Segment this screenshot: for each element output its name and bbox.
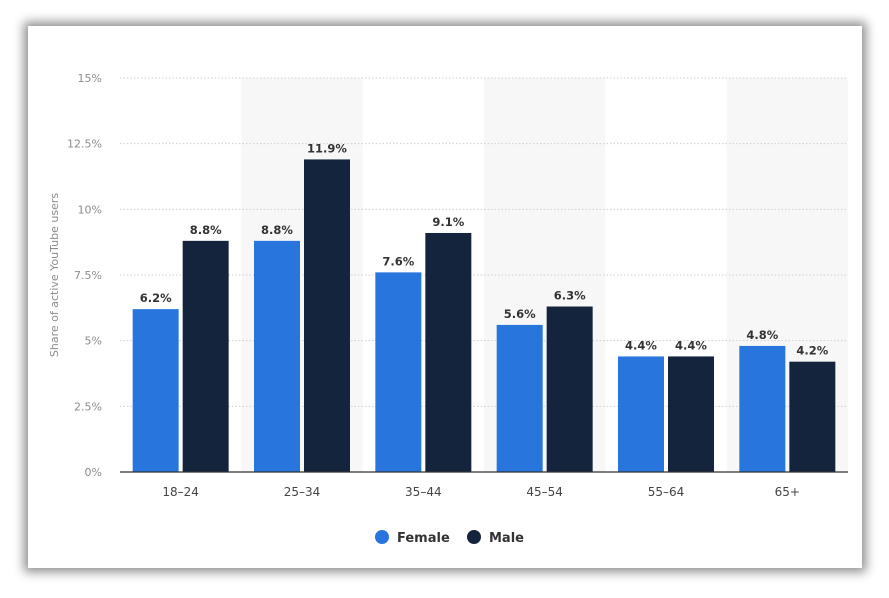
value-label: 11.9% (307, 141, 347, 155)
bar-male-65+[interactable] (789, 361, 836, 472)
y-tick-label: 10% (78, 203, 102, 216)
y-tick-label: 5% (85, 335, 102, 348)
bar-male-45-54[interactable] (546, 306, 593, 472)
y-tick-labels: 0% 2.5% 5% 7.5% 10% 12.5% 15% (67, 72, 102, 479)
x-tick-label: 45–54 (526, 485, 563, 499)
y-tick-label: 2.5% (74, 400, 102, 413)
legend-item-male[interactable]: Male (467, 530, 524, 546)
bar-female-25-34[interactable] (254, 240, 300, 472)
bar-male-55-64[interactable] (668, 356, 714, 472)
legend-marker (467, 530, 481, 544)
legend-item-female[interactable]: Female (375, 530, 450, 546)
y-tick-label: 0% (85, 466, 102, 479)
value-label: 9.1% (432, 215, 464, 229)
x-tick-label: 25–34 (284, 485, 321, 499)
y-axis-title: Share of active YouTube users (48, 193, 61, 357)
legend: Female Male (375, 530, 524, 546)
x-tick-label: 55–64 (648, 485, 685, 499)
value-labels: 6.2% 8.8% 8.8% 11.9% 7.6% 9.1% 5.6% 6.3% 4.4% 4.4… (140, 141, 829, 357)
x-tick-labels: 18–24 25–34 35–44 45–54 55–64 65+ (162, 485, 800, 499)
x-tick-label: 35–44 (405, 485, 442, 499)
legend-label: Female (397, 531, 450, 546)
value-label: 5.6% (504, 307, 536, 321)
x-tick-label: 65+ (775, 485, 800, 499)
bar-female-18-24[interactable] (132, 309, 179, 472)
legend-label: Male (489, 531, 524, 546)
value-label: 4.4% (675, 338, 707, 352)
bars (132, 159, 836, 472)
x-tick-label: 18–24 (162, 485, 199, 499)
bar-female-35-44[interactable] (375, 272, 422, 472)
y-tick-label: 15% (78, 72, 102, 85)
bar-female-65+[interactable] (739, 345, 786, 472)
bar-female-55-64[interactable] (618, 356, 664, 472)
value-label: 8.8% (190, 223, 222, 237)
y-tick-label: 7.5% (74, 269, 102, 282)
bar-female-45-54[interactable] (496, 324, 543, 472)
value-label: 8.8% (261, 223, 293, 237)
value-label: 7.6% (382, 254, 414, 268)
bar-male-35-44[interactable] (425, 232, 472, 472)
value-label: 6.2% (140, 291, 172, 305)
value-label: 6.3% (554, 289, 586, 303)
value-label: 4.8% (746, 328, 778, 342)
value-label: 4.2% (796, 344, 828, 358)
legend-marker (375, 530, 389, 544)
gridlines (120, 77, 848, 407)
value-label: 4.4% (625, 338, 657, 352)
bar-male-18-24[interactable] (182, 240, 229, 472)
bar-male-25-34[interactable] (304, 159, 350, 472)
y-tick-label: 12.5% (67, 138, 102, 151)
